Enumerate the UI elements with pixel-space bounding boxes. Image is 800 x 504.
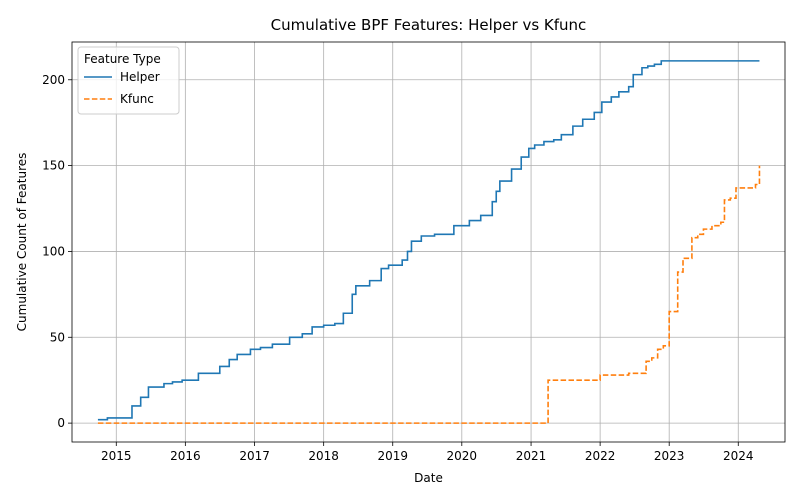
legend-kfunc-label: Kfunc <box>120 92 154 106</box>
x-tick-label: 2015 <box>101 449 132 463</box>
x-tick-label: 2016 <box>170 449 201 463</box>
legend-box <box>77 46 180 115</box>
x-tick-label: 2023 <box>654 449 685 463</box>
grid-layer <box>72 42 785 442</box>
series-line-helper <box>97 60 760 421</box>
x-tick-label: 2022 <box>585 449 616 463</box>
legend: Feature Type Helper Kfunc <box>77 46 180 115</box>
legend-title: Feature Type <box>84 52 161 66</box>
tick-layer: 2015 2016 2017 2018 2019 2020 2021 2022 2023 2024… <box>42 73 753 463</box>
x-tick-label: 2017 <box>239 449 270 463</box>
x-tick-label: 2018 <box>308 449 339 463</box>
y-tick-label: 200 <box>42 73 65 87</box>
series-line-kfunc <box>97 165 761 424</box>
y-axis-label: Cumulative Count of Features <box>15 153 29 332</box>
x-tick-label: 2019 <box>377 449 408 463</box>
x-tick-label: 2020 <box>447 449 478 463</box>
x-axis-label: Date <box>414 471 443 485</box>
legend-helper-label: Helper <box>120 70 160 84</box>
series-layer <box>97 60 761 424</box>
x-tick-label: 2021 <box>516 449 547 463</box>
x-tick-label: 2024 <box>723 449 754 463</box>
y-tick-label: 50 <box>50 330 65 344</box>
y-tick-label: 100 <box>42 244 65 258</box>
y-tick-label: 0 <box>57 416 65 430</box>
plot-frame <box>71 41 786 443</box>
chart-title: Cumulative BPF Features: Helper vs Kfunc <box>271 16 587 34</box>
y-tick-label: 150 <box>42 159 65 173</box>
